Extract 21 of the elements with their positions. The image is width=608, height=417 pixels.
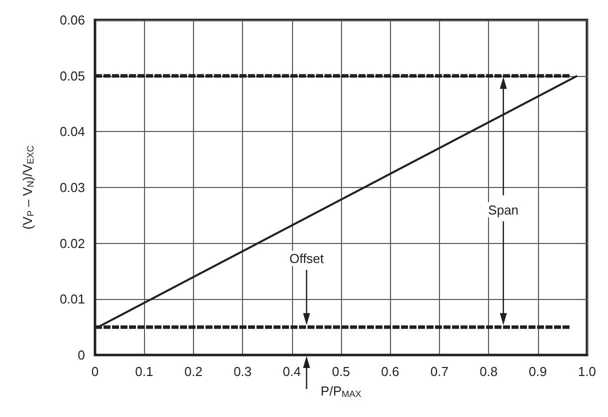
x-tick-label: 0.1 (135, 364, 154, 379)
x-tick-label: 0 (91, 364, 99, 379)
y-tick-label: 0.02 (60, 236, 85, 251)
y-tick-label: 0.06 (60, 12, 85, 28)
y-tick-label: 0.05 (60, 68, 85, 84)
annotation: Offset (289, 250, 324, 266)
x-tick-label: 0.9 (528, 364, 547, 379)
y-tick-label: 0.04 (60, 124, 85, 140)
x-tick-label: 0.4 (282, 364, 301, 379)
x-tick-label: 0.2 (184, 364, 202, 379)
x-tick-label: 0.8 (480, 364, 498, 379)
y-axis-title: (VP – VN)/VEXC (20, 145, 36, 230)
x-tick-label: 0.5 (332, 364, 350, 379)
x-tick-label: 0.3 (234, 364, 252, 379)
annotation: Span (488, 202, 519, 218)
y-tick-label: 0 (78, 348, 85, 362)
x-tick-label: 1.0 (578, 364, 596, 379)
x-tick-label: 0.7 (430, 364, 448, 379)
y-tick-label: 0.01 (60, 292, 85, 307)
y-tick-label: 0.03 (60, 180, 85, 195)
x-tick-label: 0.6 (381, 364, 400, 379)
